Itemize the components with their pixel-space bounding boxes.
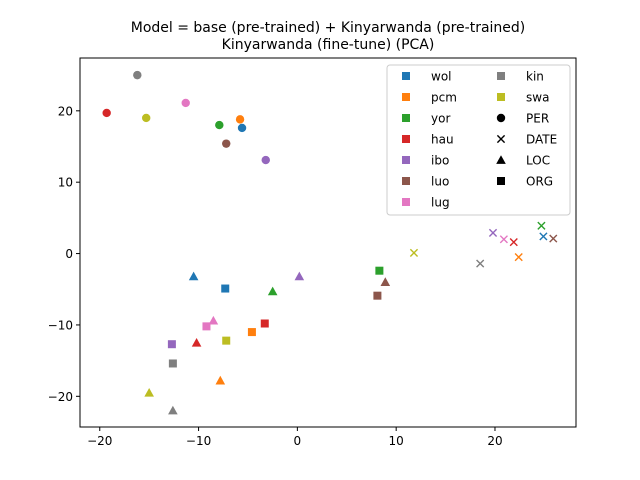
data-point-pcm-date: [514, 253, 523, 262]
legend-marker-kin: [497, 72, 505, 80]
x-tick-label: −20: [87, 434, 112, 448]
legend-label-pcm: pcm: [431, 91, 457, 105]
legend-label-wol: wol: [431, 70, 452, 84]
legend-marker-date: [496, 134, 506, 144]
legend-label-ibo: ibo: [431, 154, 449, 168]
legend-marker-wol: [402, 72, 410, 80]
legend-marker-pcm: [402, 93, 410, 101]
data-point-wol-org: [221, 284, 230, 293]
chart-title-line-2: Kinyarwanda (fine-tune) (PCA): [222, 37, 435, 53]
legend-marker-swa: [497, 93, 505, 101]
plot-frame: [79, 57, 577, 428]
x-tick-label: 20: [487, 434, 502, 448]
chart-title-line-1: Model = base (pre-trained) + Kinyarwanda…: [131, 20, 526, 36]
data-point-luo-date: [549, 234, 558, 243]
data-point-hau-loc: [191, 337, 202, 347]
data-point-luo-org: [373, 291, 382, 300]
legend-marker-ibo: [402, 156, 410, 164]
data-point-ibo-per: [261, 155, 270, 165]
data-point-hau-org: [260, 319, 269, 328]
data-point-kin-date: [476, 259, 485, 268]
legend-marker-per: [496, 113, 506, 123]
axis-ticks: −20 −10 0 10 20 −20 −10 0 10 20: [48, 104, 503, 448]
data-point-yor-date: [537, 221, 546, 230]
data-point-swa-date: [409, 248, 419, 257]
data-point-luo-per: [222, 139, 231, 148]
data-point-yor-per: [215, 120, 224, 130]
legend-label-yor: yor: [431, 112, 450, 126]
data-point-pcm-org: [247, 328, 256, 337]
legend-marker-luo: [402, 177, 410, 185]
data-point-pcm-loc: [215, 375, 226, 385]
legend-marker-hau: [402, 135, 410, 143]
legend-label-luo: luo: [431, 175, 449, 189]
data-point-hau-date: [509, 238, 518, 247]
data-point-swa-org: [222, 336, 231, 345]
data-points: [102, 70, 558, 415]
data-point-pcm-per: [235, 115, 245, 124]
data-point-kin-loc: [168, 405, 178, 415]
data-point-ibo-date: [488, 228, 498, 237]
x-tick-label: 0: [294, 434, 302, 448]
data-point-yor-org: [375, 266, 384, 275]
y-tick-label: 0: [65, 247, 73, 261]
data-point-ibo-org: [167, 340, 176, 349]
legend-label-org: ORG: [526, 175, 553, 189]
legend-label-per: PER: [526, 112, 549, 126]
data-point-swa-loc: [144, 387, 154, 397]
data-point-yor-loc: [267, 286, 278, 296]
legend-marker-org: [497, 177, 505, 185]
legend-box: [386, 64, 571, 216]
legend-label-date: DATE: [526, 133, 557, 147]
legend-marker-loc: [496, 155, 506, 164]
legend-label-loc: LOC: [526, 154, 550, 168]
data-point-wol-per: [237, 123, 247, 133]
data-point-hau-per: [102, 108, 111, 118]
data-point-luo-loc: [380, 277, 391, 286]
legend-label-kin: kin: [526, 70, 544, 84]
data-point-ibo-loc: [294, 271, 305, 281]
data-point-kin-per: [133, 70, 142, 80]
data-point-lug-org: [202, 322, 211, 331]
y-tick-label: −20: [48, 390, 73, 404]
x-tick-label: −10: [186, 434, 211, 448]
legend-label-hau: hau: [431, 133, 454, 147]
data-point-wol-date: [539, 232, 548, 241]
y-tick-label: −10: [48, 318, 73, 332]
legend-marker-lug: [402, 198, 410, 206]
data-point-lug-per: [181, 98, 190, 108]
legend-marker-yor: [402, 114, 410, 122]
legend: wol pcm yor hau ibo luo lug kin swa PER DATE LOC ORG: [386, 64, 571, 216]
data-point-lug-loc: [208, 315, 219, 325]
legend-label-swa: swa: [526, 91, 549, 105]
data-point-swa-per: [141, 113, 151, 123]
x-tick-label: 10: [389, 434, 404, 448]
y-tick-label: 20: [58, 104, 73, 118]
legend-label-lug: lug: [431, 196, 450, 210]
data-point-kin-org: [168, 359, 177, 368]
data-point-lug-date: [499, 235, 508, 244]
data-point-wol-loc: [188, 271, 199, 281]
y-tick-label: 10: [58, 176, 73, 190]
